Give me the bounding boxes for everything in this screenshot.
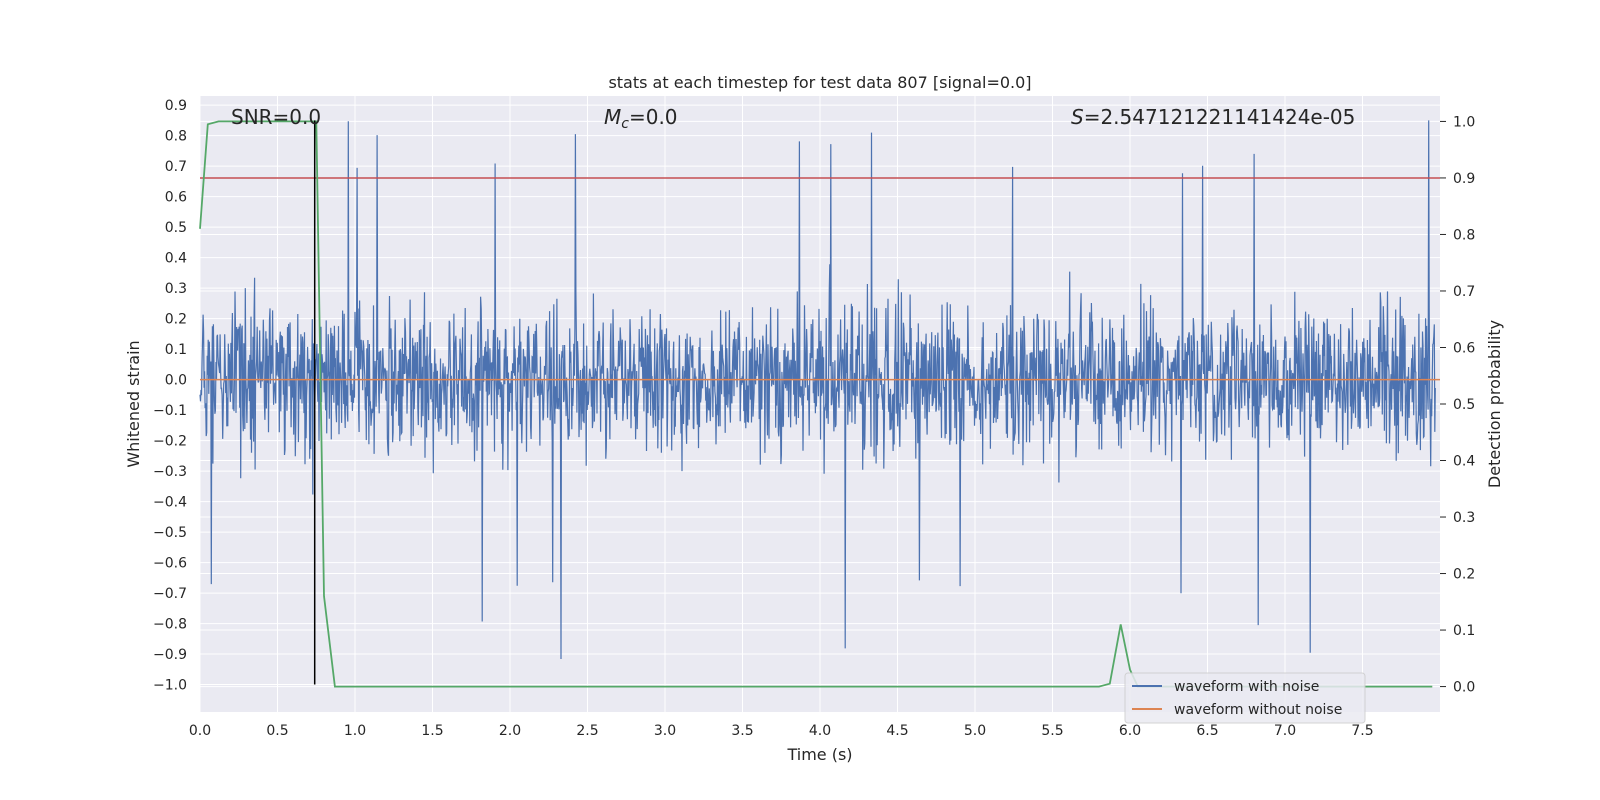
x-tick-label: 5.5 bbox=[1041, 723, 1063, 739]
y-right-tick-label: 1.0 bbox=[1453, 114, 1475, 130]
legend-label-clean: waveform without noise bbox=[1174, 702, 1342, 718]
y-left-tick-label: −1.0 bbox=[153, 678, 187, 694]
y-right-tick-label: 0.4 bbox=[1453, 454, 1475, 470]
y-left-tick-label: −0.5 bbox=[153, 525, 187, 541]
y-right-tick-label: 0.2 bbox=[1453, 567, 1475, 583]
y-left-tick-label: 0.9 bbox=[165, 98, 187, 114]
x-axis-label: Time (s) bbox=[786, 745, 852, 764]
legend-box bbox=[1124, 672, 1366, 724]
x-tick-label: 2.0 bbox=[499, 723, 521, 739]
y-right-tick-label: 0.9 bbox=[1453, 171, 1475, 187]
x-tick-label: 5.0 bbox=[964, 723, 986, 739]
y-right-tick-label: 0.6 bbox=[1453, 340, 1475, 356]
y-right-tick-label: 0.5 bbox=[1453, 397, 1475, 413]
mc-annotation: Mc=0.0 bbox=[604, 105, 678, 132]
x-tick-label: 7.5 bbox=[1351, 723, 1373, 739]
s-symbol: S bbox=[1071, 105, 1084, 129]
y-right-axis-label: Detection probability bbox=[1485, 320, 1504, 488]
y-right-tick-label: 0.8 bbox=[1453, 227, 1475, 243]
y-left-tick-label: 0.1 bbox=[165, 342, 187, 358]
x-tick-label: 1.5 bbox=[421, 723, 443, 739]
y-left-tick-label: −0.9 bbox=[153, 647, 187, 663]
y-left-tick-label: 0.8 bbox=[165, 129, 187, 145]
x-tick-label: 0.5 bbox=[266, 723, 288, 739]
y-left-tick-label: 0.4 bbox=[165, 251, 187, 267]
y-left-tick-label: 0.2 bbox=[165, 312, 187, 328]
mc-subscript: c bbox=[621, 116, 629, 132]
y-left-tick-label: 0.5 bbox=[165, 220, 187, 236]
y-left-tick-label: −0.8 bbox=[153, 617, 187, 633]
x-tick-label: 7.0 bbox=[1274, 723, 1296, 739]
snr-annotation: SNR=0.0 bbox=[231, 105, 321, 129]
y-left-tick-label: 0.3 bbox=[165, 281, 187, 297]
y-left-tick-label: 0.7 bbox=[165, 159, 187, 175]
y-left-tick-label: −0.7 bbox=[153, 586, 187, 602]
y-left-axis-label: Whitened strain bbox=[124, 340, 143, 467]
s-value: =2.547121221141424e-05 bbox=[1084, 105, 1356, 129]
y-right-tick-label: 0.1 bbox=[1453, 623, 1475, 639]
y-left-tick-label: −0.4 bbox=[153, 495, 187, 511]
x-tick-label: 4.0 bbox=[809, 723, 831, 739]
y-left-tick-label: −0.6 bbox=[153, 556, 187, 572]
x-tick-label: 4.5 bbox=[886, 723, 908, 739]
y-right-tick-label: 0.3 bbox=[1453, 510, 1475, 526]
x-tick-label: 1.0 bbox=[344, 723, 366, 739]
noise-waveform-line bbox=[199, 120, 1436, 660]
mc-value: =0.0 bbox=[629, 105, 678, 129]
y-left-tick-label: 0.6 bbox=[165, 190, 187, 206]
legend-label-noise: waveform with noise bbox=[1174, 679, 1319, 695]
x-tick-label: 3.5 bbox=[731, 723, 753, 739]
y-left-tick-label: 0.0 bbox=[165, 373, 187, 389]
x-tick-label: 6.5 bbox=[1196, 723, 1218, 739]
x-tick-label: 3.0 bbox=[654, 723, 676, 739]
y-left-tick-label: −0.1 bbox=[153, 403, 187, 419]
legend: waveform with noise waveform without noi… bbox=[1124, 672, 1366, 724]
x-tick-label: 0.0 bbox=[189, 723, 211, 739]
y-left-axis-ticks: 0.9 0.8 0.7 0.6 0.5 0.4 0.3 0.2 0.1 0.0 −0.1 −0.2 −0… bbox=[153, 98, 187, 693]
y-right-tick-label: 0.0 bbox=[1453, 680, 1475, 696]
y-right-tick-label: 0.7 bbox=[1453, 284, 1475, 300]
mc-symbol: M bbox=[604, 105, 621, 129]
x-tick-label: 6.0 bbox=[1119, 723, 1141, 739]
noise-series bbox=[199, 120, 1436, 660]
y-left-tick-label: −0.3 bbox=[153, 464, 187, 480]
y-right-axis-ticks: 1.0 0.9 0.8 0.7 0.6 0.5 0.4 0.3 0.2 0.1 0.0 bbox=[1440, 114, 1475, 696]
y-left-tick-label: −0.2 bbox=[153, 434, 187, 450]
s-annotation: S=2.547121221141424e-05 bbox=[1071, 105, 1355, 129]
x-axis-ticks: 0.0 0.5 1.0 1.5 2.0 2.5 3.0 3.5 4.0 4.5 5.0 5.5 6.0 6… bbox=[189, 723, 1374, 739]
x-tick-label: 2.5 bbox=[576, 723, 598, 739]
chart-title: stats at each timestep for test data 807… bbox=[608, 73, 1031, 92]
